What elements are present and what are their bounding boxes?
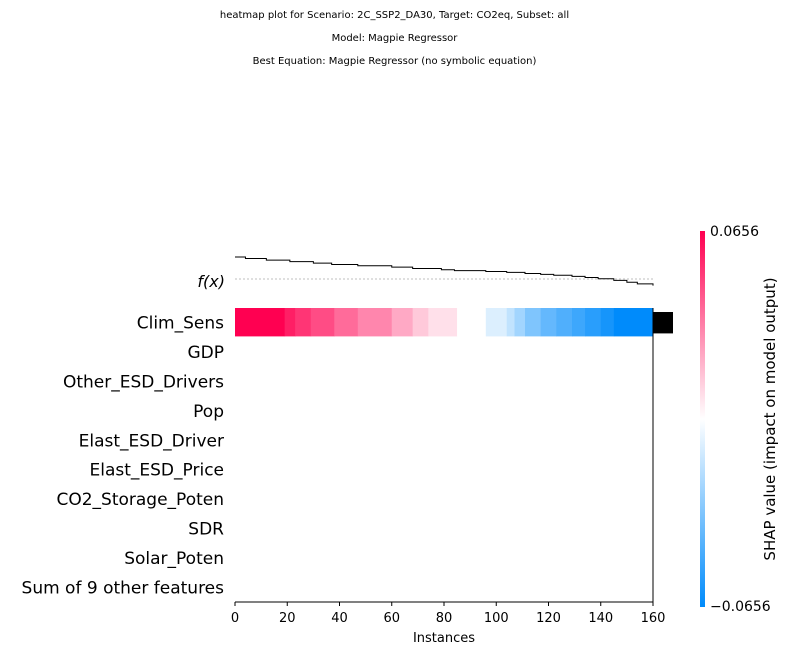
feature-label-co2-storage-poten: CO2_Storage_Poten — [56, 490, 224, 510]
feature-label-gdp: GDP — [187, 343, 224, 363]
heatmap-cell-clim-sens-11 — [506, 308, 516, 337]
heatmap-cell-clim-sens-10 — [485, 308, 508, 337]
heatmap-cell-clim-sens-7 — [412, 308, 429, 337]
colorbar-title: SHAP value (impact on model output) — [761, 277, 779, 560]
model-subtitle: Model: Magpie Regressor — [331, 33, 458, 44]
heatmap-cell-clim-sens-13 — [524, 308, 542, 337]
feature-label-pop: Pop — [193, 402, 224, 422]
heatmap-cell-clim-sens-17 — [585, 308, 602, 337]
heatmap-cell-clim-sens-5 — [357, 308, 393, 337]
colorbar-min-label: −0.0656 — [710, 599, 771, 615]
x-tick-label-100: 100 — [484, 611, 509, 626]
x-tick-label-80: 80 — [436, 611, 453, 626]
x-tick-label-0: 0 — [231, 611, 239, 626]
x-tick-label-120: 120 — [536, 611, 561, 626]
heatmap-cell-clim-sens-8 — [428, 308, 458, 337]
x-tick-label-140: 140 — [588, 611, 613, 626]
colorbar-gradient — [700, 231, 705, 607]
plot-title: heatmap plot for Scenario: 2C_SSP2_DA30,… — [219, 10, 570, 21]
importance-bar-0 — [653, 312, 673, 334]
heatmap-cell-clim-sens-14 — [540, 308, 557, 337]
heatmap-cell-clim-sens-15 — [556, 308, 573, 337]
heatmap-cell-clim-sens-6 — [391, 308, 414, 337]
x-axis-title: Instances — [413, 631, 475, 646]
equation-subtitle: Best Equation: Magpie Regressor (no symb… — [252, 56, 537, 67]
heatmap-cell-clim-sens-2 — [295, 308, 312, 337]
feature-label-clim-sens: Clim_Sens — [137, 314, 224, 334]
feature-label-sum-of-9-other-features: Sum of 9 other features — [22, 578, 225, 598]
colorbar-max-label: 0.0656 — [710, 224, 759, 240]
feature-label-solar-poten: Solar_Poten — [124, 549, 224, 569]
x-tick-label-20: 20 — [279, 611, 296, 626]
feature-label-elast-esd-price: Elast_ESD_Price — [90, 461, 225, 481]
x-tick-label-160: 160 — [641, 611, 666, 626]
fx-curve — [235, 256, 654, 286]
heatmap-cell-clim-sens-0 — [235, 308, 286, 337]
heatmap-cell-clim-sens-12 — [514, 308, 526, 337]
heatmap-cell-clim-sens-9 — [457, 308, 487, 337]
heatmap-cell-clim-sens-4 — [334, 308, 359, 337]
heatmap-cell-clim-sens-18 — [600, 308, 615, 337]
x-tick-label-40: 40 — [331, 611, 348, 626]
heatmap-cell-clim-sens-1 — [284, 308, 296, 337]
heatmap-cell-clim-sens-16 — [572, 308, 586, 337]
x-tick-label-60: 60 — [383, 611, 400, 626]
feature-label-other-esd-drivers: Other_ESD_Drivers — [63, 373, 224, 393]
fx-label: f(x) — [197, 272, 225, 291]
heatmap-cell-clim-sens-3 — [310, 308, 335, 337]
feature-label-elast-esd-driver: Elast_ESD_Driver — [79, 431, 224, 451]
feature-label-sdr: SDR — [188, 520, 224, 540]
heatmap-cell-clim-sens-19 — [613, 308, 654, 337]
